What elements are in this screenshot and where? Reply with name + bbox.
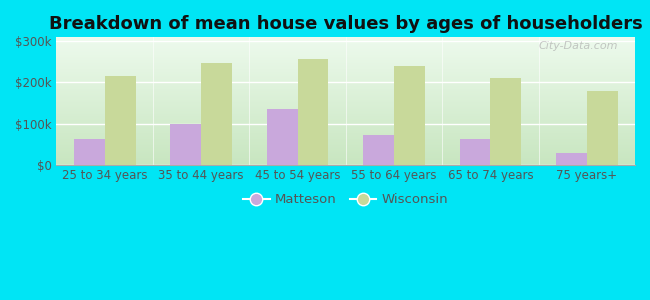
Bar <box>201 63 232 165</box>
Bar <box>490 78 521 165</box>
Bar <box>298 59 328 165</box>
Bar <box>363 135 394 165</box>
Bar <box>105 76 136 165</box>
Bar <box>170 124 201 165</box>
Legend: Matteson, Wisconsin: Matteson, Wisconsin <box>238 188 454 212</box>
Text: City-Data.com: City-Data.com <box>538 41 617 51</box>
Bar <box>74 139 105 165</box>
Bar <box>556 153 587 165</box>
Bar <box>587 91 618 165</box>
Bar <box>460 139 490 165</box>
Title: Breakdown of mean house values by ages of householders: Breakdown of mean house values by ages o… <box>49 15 643 33</box>
Bar <box>266 109 298 165</box>
Bar <box>394 66 425 165</box>
